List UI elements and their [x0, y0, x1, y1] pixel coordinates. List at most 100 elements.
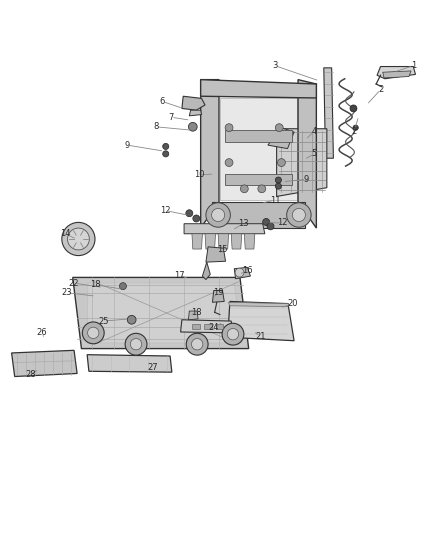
- Text: 18: 18: [191, 308, 201, 317]
- Text: 19: 19: [213, 288, 223, 297]
- Polygon shape: [298, 79, 316, 228]
- Polygon shape: [73, 277, 249, 349]
- Circle shape: [276, 183, 282, 189]
- Circle shape: [353, 125, 358, 130]
- Polygon shape: [189, 110, 201, 116]
- Polygon shape: [324, 68, 333, 158]
- Circle shape: [82, 322, 104, 344]
- Polygon shape: [87, 354, 172, 372]
- Text: 15: 15: [217, 245, 228, 254]
- Bar: [215, 324, 223, 329]
- Circle shape: [258, 185, 266, 193]
- Circle shape: [235, 268, 244, 277]
- Circle shape: [120, 282, 127, 289]
- Circle shape: [263, 219, 270, 225]
- Circle shape: [188, 123, 197, 131]
- Text: 28: 28: [25, 370, 35, 379]
- Text: 1: 1: [411, 61, 416, 70]
- Circle shape: [225, 159, 233, 166]
- Polygon shape: [87, 283, 242, 343]
- Bar: [204, 324, 212, 329]
- Circle shape: [127, 316, 136, 324]
- Circle shape: [186, 210, 193, 217]
- Polygon shape: [205, 234, 215, 249]
- Polygon shape: [377, 67, 416, 79]
- Polygon shape: [192, 234, 202, 249]
- Polygon shape: [201, 79, 316, 98]
- Text: 5: 5: [311, 149, 317, 158]
- Text: 6: 6: [159, 97, 165, 106]
- Circle shape: [240, 185, 248, 193]
- Polygon shape: [225, 174, 292, 185]
- Circle shape: [276, 124, 283, 132]
- Circle shape: [227, 328, 239, 340]
- Text: 16: 16: [242, 266, 253, 276]
- Circle shape: [212, 208, 225, 222]
- Polygon shape: [201, 79, 219, 228]
- Text: 27: 27: [147, 364, 158, 372]
- Polygon shape: [383, 71, 411, 78]
- Circle shape: [292, 208, 305, 222]
- Text: 7: 7: [168, 112, 173, 122]
- Polygon shape: [228, 302, 294, 341]
- Polygon shape: [180, 320, 232, 333]
- Polygon shape: [231, 234, 242, 249]
- Text: 11: 11: [270, 196, 280, 205]
- Circle shape: [162, 151, 169, 157]
- Circle shape: [287, 203, 311, 227]
- Text: 9: 9: [304, 175, 309, 184]
- Polygon shape: [277, 129, 327, 197]
- Circle shape: [276, 177, 282, 183]
- Text: 13: 13: [238, 219, 248, 228]
- Text: 10: 10: [194, 171, 205, 179]
- Text: 17: 17: [174, 271, 185, 280]
- Polygon shape: [244, 234, 255, 249]
- Circle shape: [125, 333, 147, 355]
- Circle shape: [222, 323, 244, 345]
- Text: 25: 25: [98, 317, 109, 326]
- Circle shape: [186, 333, 208, 355]
- Circle shape: [193, 215, 200, 222]
- Polygon shape: [220, 98, 297, 200]
- Text: 9: 9: [125, 141, 130, 150]
- Text: 18: 18: [91, 280, 101, 289]
- Polygon shape: [229, 302, 289, 306]
- Circle shape: [350, 105, 357, 112]
- Text: 2: 2: [378, 85, 383, 94]
- Text: 23: 23: [62, 288, 72, 297]
- Circle shape: [67, 228, 89, 250]
- Polygon shape: [268, 128, 294, 149]
- Polygon shape: [182, 96, 205, 110]
- Text: 26: 26: [37, 328, 47, 337]
- Circle shape: [278, 159, 286, 166]
- Text: 3: 3: [272, 61, 278, 70]
- Text: 12: 12: [277, 219, 288, 228]
- Circle shape: [225, 124, 233, 132]
- Polygon shape: [184, 224, 265, 234]
- Text: 24: 24: [208, 323, 219, 332]
- Polygon shape: [212, 290, 224, 302]
- Text: 22: 22: [69, 279, 79, 288]
- Polygon shape: [212, 202, 305, 228]
- Polygon shape: [218, 234, 229, 249]
- Circle shape: [88, 327, 99, 338]
- Circle shape: [267, 223, 274, 230]
- Text: 20: 20: [287, 299, 297, 308]
- Circle shape: [62, 222, 95, 256]
- Circle shape: [206, 203, 230, 227]
- Text: 21: 21: [255, 332, 266, 341]
- Polygon shape: [12, 350, 77, 376]
- Circle shape: [162, 143, 169, 149]
- Polygon shape: [202, 262, 210, 280]
- Text: 8: 8: [153, 122, 159, 131]
- Text: 2: 2: [352, 127, 357, 136]
- Text: 14: 14: [60, 229, 71, 238]
- Circle shape: [131, 338, 142, 350]
- Polygon shape: [225, 130, 292, 142]
- Polygon shape: [206, 247, 226, 262]
- Circle shape: [191, 338, 203, 350]
- Text: 12: 12: [160, 206, 171, 215]
- Bar: [192, 324, 200, 329]
- Polygon shape: [234, 268, 251, 279]
- Text: 4: 4: [311, 127, 317, 136]
